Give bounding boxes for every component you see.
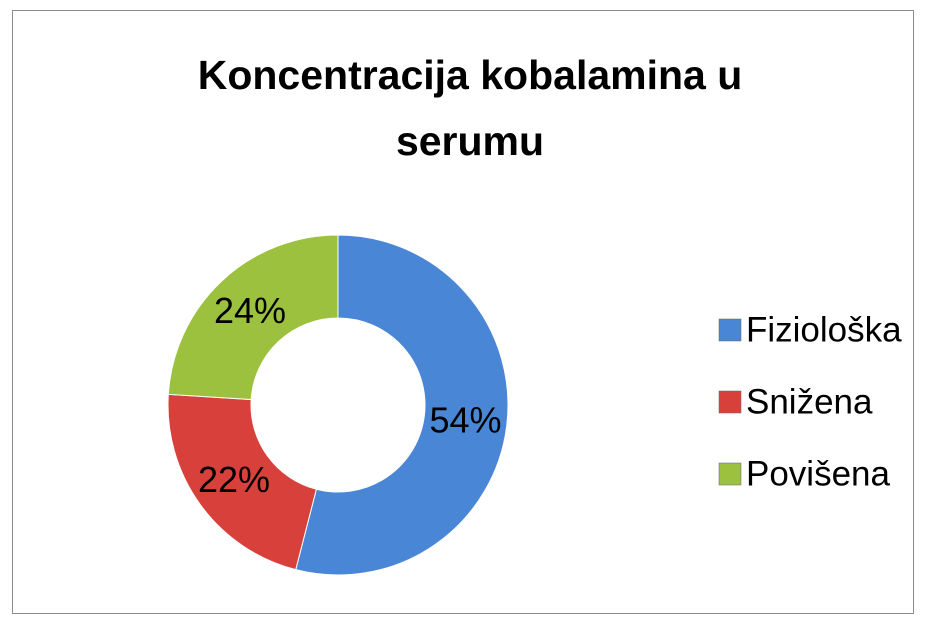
legend-label: Povišena <box>746 454 891 493</box>
legend-label: Snižena <box>746 382 873 421</box>
data-label: 22% <box>198 459 270 500</box>
legend-swatch <box>718 318 742 342</box>
donut-segment <box>167 234 339 401</box>
chart-frame <box>12 10 914 614</box>
donut-segment <box>167 393 317 571</box>
chart-title: Koncentracija kobalamina u serumu <box>197 52 743 164</box>
donut-segment <box>295 234 509 576</box>
legend-label: Fiziološka <box>746 310 902 349</box>
data-label: 54% <box>429 400 501 441</box>
legend-swatch <box>718 390 742 414</box>
data-label: 24% <box>214 290 286 331</box>
legend-swatch <box>718 462 742 486</box>
